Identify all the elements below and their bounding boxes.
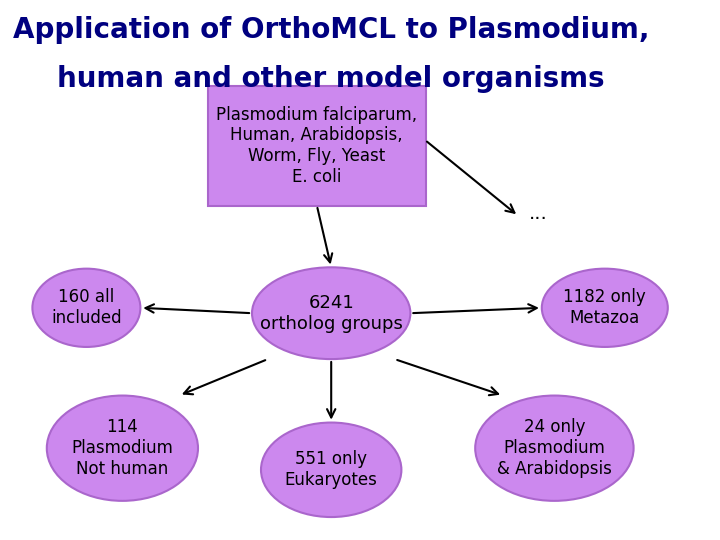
Text: 114
Plasmodium
Not human: 114 Plasmodium Not human (71, 418, 174, 478)
Text: 551 only
Eukaryotes: 551 only Eukaryotes (285, 450, 377, 489)
Text: Plasmodium falciparum,
Human, Arabidopsis,
Worm, Fly, Yeast
E. coli: Plasmodium falciparum, Human, Arabidopsi… (216, 106, 418, 186)
Ellipse shape (475, 395, 634, 501)
FancyBboxPatch shape (208, 86, 426, 206)
Ellipse shape (47, 395, 198, 501)
Text: 160 all
included: 160 all included (51, 288, 122, 327)
Ellipse shape (32, 269, 140, 347)
Ellipse shape (541, 269, 668, 347)
Text: 24 only
Plasmodium
& Arabidopsis: 24 only Plasmodium & Arabidopsis (497, 418, 612, 478)
Text: Application of OrthoMCL to Plasmodium,: Application of OrthoMCL to Plasmodium, (13, 16, 649, 44)
Ellipse shape (261, 422, 402, 517)
Text: 1182 only
Metazoa: 1182 only Metazoa (564, 288, 646, 327)
Ellipse shape (252, 267, 410, 359)
Text: human and other model organisms: human and other model organisms (58, 65, 605, 93)
Text: 6241
ortholog groups: 6241 ortholog groups (260, 294, 402, 333)
Text: ...: ... (529, 204, 548, 223)
